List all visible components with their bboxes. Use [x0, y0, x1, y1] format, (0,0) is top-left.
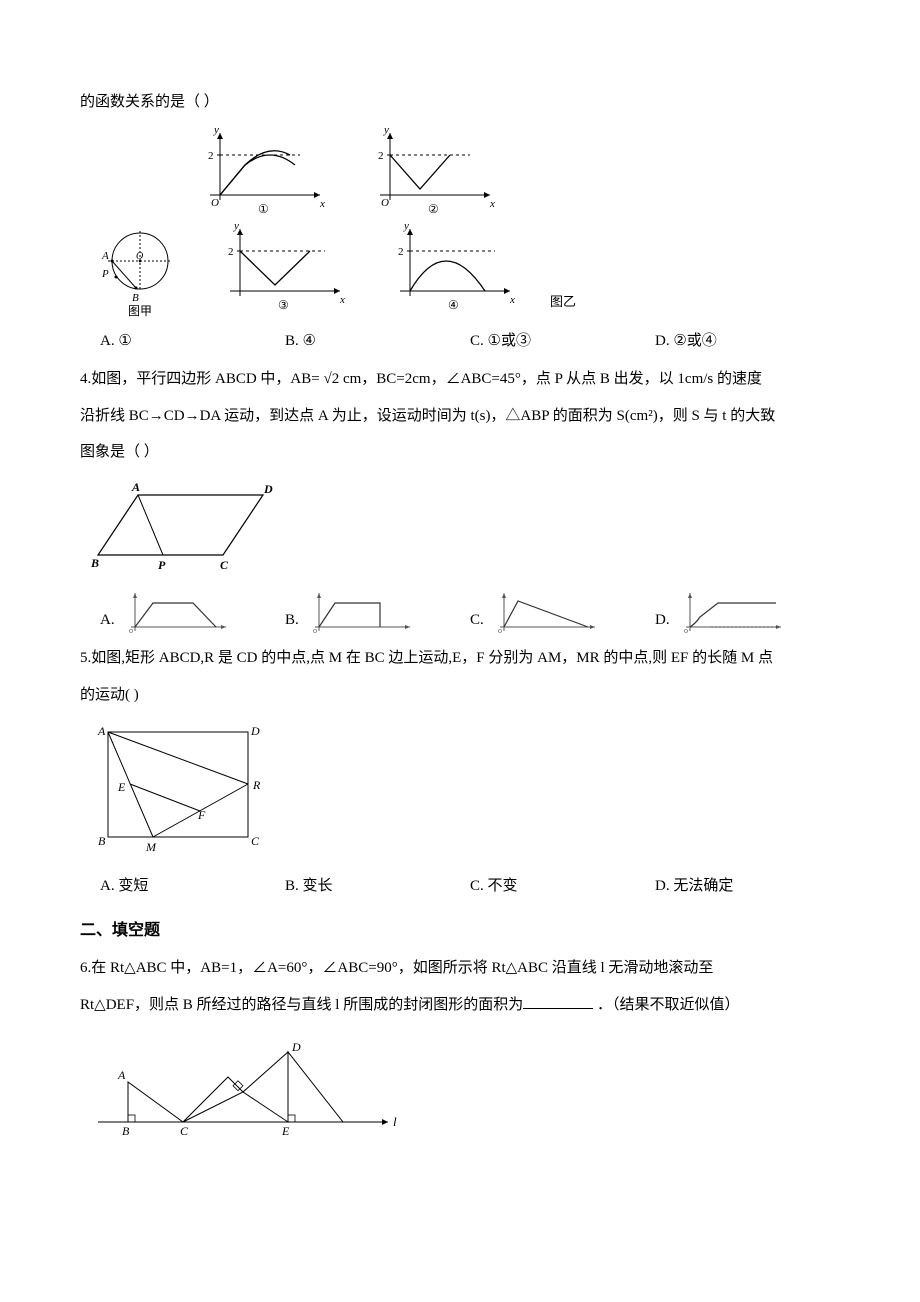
q4-stem-l3: 图象是（ ）	[80, 438, 840, 467]
q4-opt-c[interactable]: C. o	[470, 589, 655, 634]
q3-opt-d[interactable]: D. ②或④	[655, 327, 840, 356]
q4-opt-c-label: C.	[470, 606, 484, 635]
svg-text:x: x	[509, 294, 515, 306]
q4-sqrt: √2	[323, 371, 339, 387]
q5-l1: 5.如图,矩形 ABCD,R 是 CD 的中点,点 M 在 BC 边上运动,E，…	[80, 644, 840, 673]
svg-text:C: C	[220, 558, 229, 572]
svg-text:②: ②	[428, 202, 439, 215]
svg-text:图甲: 图甲	[128, 304, 152, 318]
svg-text:x: x	[319, 198, 325, 210]
svg-text:y: y	[233, 221, 239, 232]
svg-text:B: B	[132, 292, 139, 304]
svg-text:C: C	[180, 1124, 189, 1138]
svg-text:P: P	[101, 268, 109, 280]
svg-text:x: x	[489, 198, 495, 210]
q6-fig: l A B C D E	[88, 1037, 408, 1147]
svg-text:y: y	[403, 221, 409, 232]
q3-figrow2: O A P B 图甲 y x 2 ③ y x 2 ④ 图乙	[100, 221, 840, 321]
q3-opt-b[interactable]: B. ④	[285, 327, 470, 356]
q3-caption-right: 图乙	[550, 290, 576, 315]
svg-text:2: 2	[228, 246, 234, 258]
svg-text:y: y	[213, 125, 219, 136]
q3-graph-4: y x 2 ④	[380, 221, 520, 321]
q5-opt-a[interactable]: A. 变短	[100, 872, 285, 901]
svg-text:2: 2	[208, 150, 214, 162]
q6-l2a: Rt△DEF，则点 B 所经过的路径与直线 l 所围成的封闭图形的面积为	[80, 997, 523, 1013]
svg-text:④: ④	[448, 298, 459, 312]
q4-opt-b-label: B.	[285, 606, 299, 635]
q4-options: A. o B. o C. o D. o	[100, 589, 840, 634]
q3-graph-1: y x O 2 ①	[190, 125, 330, 215]
svg-text:P: P	[158, 558, 166, 572]
q3-graph-2: y x O 2 ②	[360, 125, 500, 215]
svg-text:B: B	[98, 834, 106, 848]
svg-text:D: D	[250, 724, 260, 738]
q3-circle-jia: O A P B 图甲	[100, 221, 180, 321]
svg-text:l: l	[393, 1114, 397, 1129]
q4-l1a: 4.如图，平行四边形 ABCD 中，AB=	[80, 371, 323, 387]
section-2-title: 二、填空题	[80, 916, 840, 946]
svg-text:2: 2	[378, 150, 384, 162]
svg-text:D: D	[291, 1040, 301, 1054]
q4-opt-a-graph: o	[121, 589, 231, 634]
q3-options: A. ① B. ④ C. ①或③ D. ②或④	[100, 327, 840, 356]
svg-text:o: o	[498, 626, 502, 634]
q4-opt-c-graph: o	[490, 589, 600, 634]
q4-stem-l2: 沿折线 BC→CD→DA 运动，到达点 A 为止，设运动时间为 t(s)，△AB…	[80, 402, 840, 431]
q3-figrow1: y x O 2 ① y x O 2 ②	[100, 125, 840, 215]
svg-text:R: R	[252, 778, 261, 792]
q3-fragment: 的函数关系的是（ ）	[80, 88, 840, 117]
q5-options: A. 变短 B. 变长 C. 不变 D. 无法确定	[100, 872, 840, 901]
svg-text:M: M	[145, 840, 157, 854]
svg-text:C: C	[251, 834, 260, 848]
q4-opt-b-graph: o	[305, 589, 415, 634]
svg-text:B: B	[90, 556, 99, 570]
svg-text:E: E	[117, 780, 126, 794]
q4-opt-a-label: A.	[100, 606, 115, 635]
q6-blank[interactable]	[523, 993, 593, 1009]
svg-text:O: O	[211, 197, 219, 209]
svg-text:o: o	[313, 626, 317, 634]
svg-text:A: A	[117, 1068, 126, 1082]
q6-l2: Rt△DEF，则点 B 所经过的路径与直线 l 所围成的封闭图形的面积为 ．（结…	[80, 991, 840, 1020]
svg-text:①: ①	[258, 202, 269, 215]
q5-opt-b[interactable]: B. 变长	[285, 872, 470, 901]
svg-text:D: D	[263, 482, 273, 496]
q6-l1: 6.在 Rt△ABC 中，AB=1，∠A=60°，∠ABC=90°，如图所示将 …	[80, 954, 840, 983]
q4-opt-b[interactable]: B. o	[285, 589, 470, 634]
q4-opt-a[interactable]: A. o	[100, 589, 285, 634]
svg-text:y: y	[383, 125, 389, 136]
svg-text:E: E	[281, 1124, 290, 1138]
q4-opt-d-label: D.	[655, 606, 670, 635]
svg-text:O: O	[381, 197, 389, 209]
q3-opt-a[interactable]: A. ①	[100, 327, 285, 356]
q4-l1b: cm，BC=2cm，∠ABC=45°，点 P 从点 B 出发，以 1cm/s 的…	[339, 371, 762, 387]
svg-text:A: A	[131, 480, 140, 494]
q4-fig: A D B P C	[88, 475, 288, 575]
q6-l2b: ．（结果不取近似值）	[593, 997, 739, 1013]
svg-text:③: ③	[278, 298, 289, 312]
q5-l2: 的运动( )	[80, 681, 840, 710]
svg-text:o: o	[684, 626, 688, 634]
q4-opt-d[interactable]: D. o	[655, 589, 840, 634]
q5-opt-c[interactable]: C. 不变	[470, 872, 655, 901]
q4-opt-d-graph: o	[676, 589, 786, 634]
svg-text:B: B	[122, 1124, 130, 1138]
q3-opt-c[interactable]: C. ①或③	[470, 327, 655, 356]
q4-stem-l1: 4.如图，平行四边形 ABCD 中，AB= √2 cm，BC=2cm，∠ABC=…	[80, 365, 840, 394]
svg-text:2: 2	[398, 246, 404, 258]
q5-fig: A D B C R E F M	[88, 717, 268, 857]
svg-text:A: A	[101, 250, 109, 262]
svg-text:o: o	[129, 626, 133, 634]
svg-text:x: x	[339, 294, 345, 306]
svg-text:A: A	[97, 724, 106, 738]
q3-graph-3: y x 2 ③	[210, 221, 350, 321]
q5-opt-d[interactable]: D. 无法确定	[655, 872, 840, 901]
